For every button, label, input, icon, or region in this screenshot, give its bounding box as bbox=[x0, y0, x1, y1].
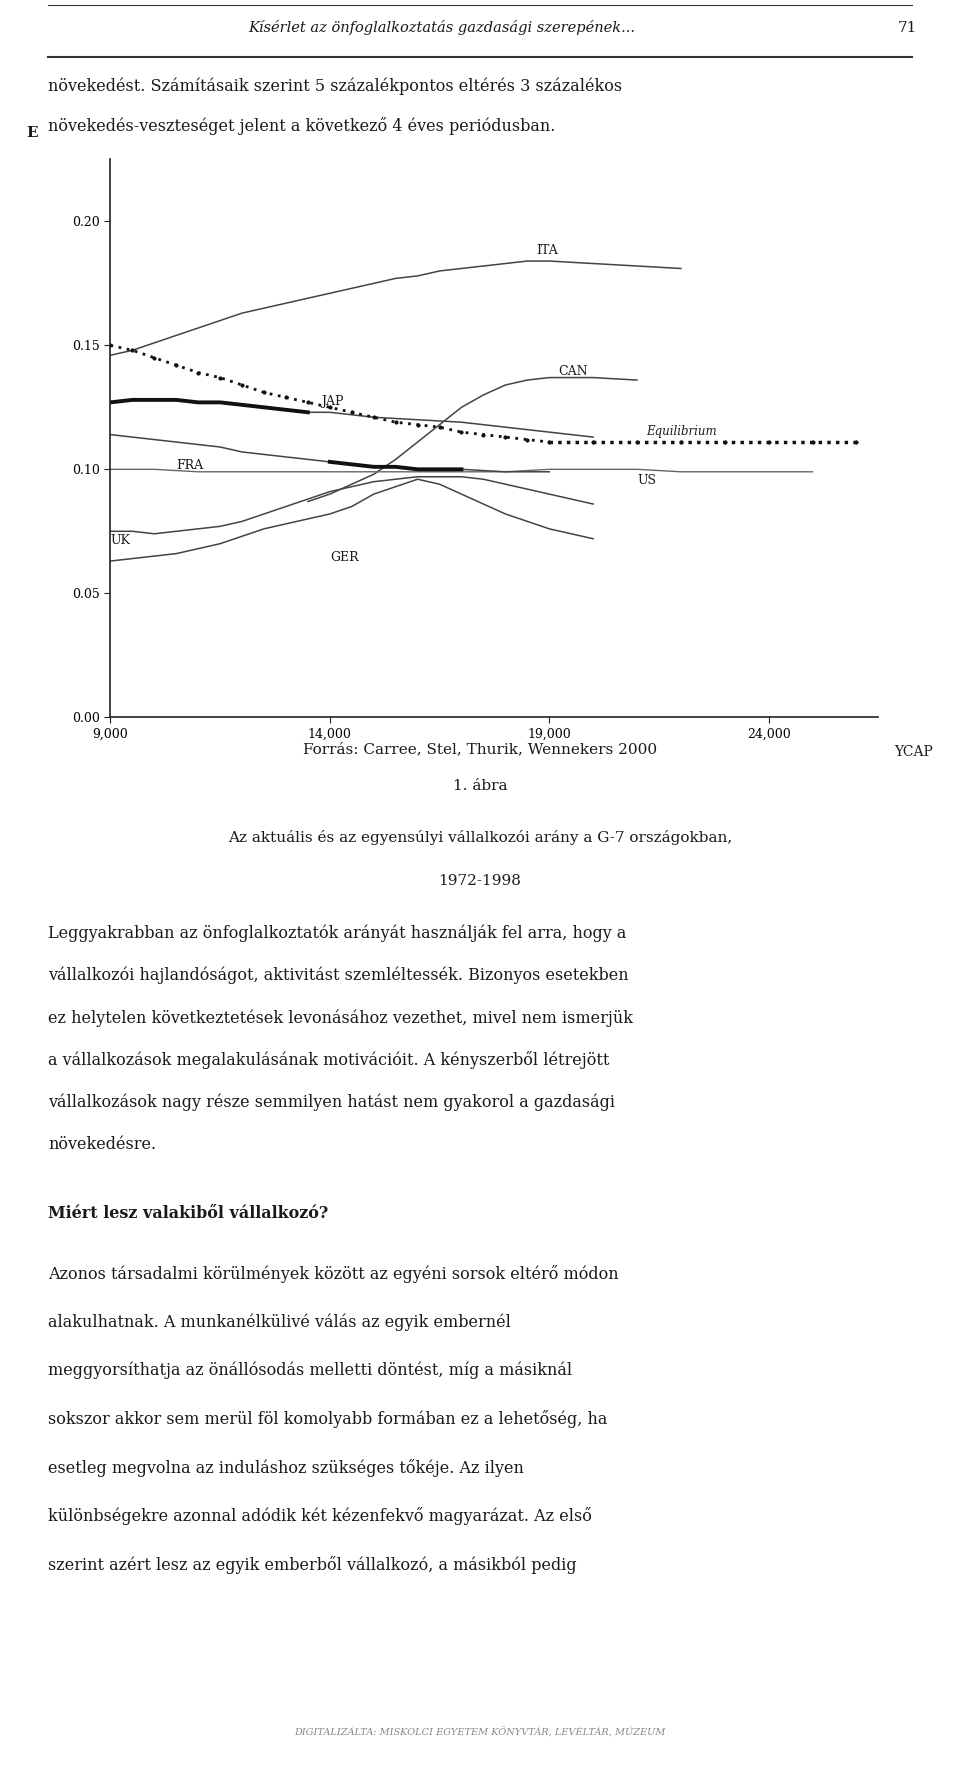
Text: sokszor akkor sem merül föl komolyabb formában ez a lehetőség, ha: sokszor akkor sem merül föl komolyabb fo… bbox=[48, 1410, 608, 1427]
Text: ITA: ITA bbox=[536, 244, 558, 257]
Text: Leggyakrabban az önfoglalkoztatók arányát használják fel arra, hogy a: Leggyakrabban az önfoglalkoztatók arányá… bbox=[48, 924, 626, 942]
Text: YCAP: YCAP bbox=[894, 746, 932, 760]
Text: DIGITALIZÁLTA: MISKOLCI EGYETEM KÖNYVTÁR, LEVÉLTÁR, MÚZEUM: DIGITALIZÁLTA: MISKOLCI EGYETEM KÖNYVTÁR… bbox=[295, 1727, 665, 1736]
Text: 71: 71 bbox=[898, 21, 917, 35]
Text: CAN: CAN bbox=[558, 365, 588, 377]
Text: szerint azért lesz az egyik emberből vállalkozó, a másikból pedig: szerint azért lesz az egyik emberből vál… bbox=[48, 1555, 577, 1574]
Text: különbségekre azonnal adódik két kézenfekvő magyarázat. Az első: különbségekre azonnal adódik két kézenfe… bbox=[48, 1507, 592, 1525]
Text: ez helytelen következtetések levonásához vezethet, mivel nem ismerjük: ez helytelen következtetések levonásához… bbox=[48, 1009, 633, 1027]
Text: esetleg megvolna az induláshoz szükséges tőkéje. Az ilyen: esetleg megvolna az induláshoz szükséges… bbox=[48, 1459, 524, 1477]
Text: Miért lesz valakiből vállalkozó?: Miért lesz valakiből vállalkozó? bbox=[48, 1204, 328, 1222]
Text: vállalkozások nagy része semmilyen hatást nem gyakorol a gazdasági: vállalkozások nagy része semmilyen hatás… bbox=[48, 1094, 615, 1110]
Text: 1972-1998: 1972-1998 bbox=[439, 875, 521, 889]
Text: Azonos társadalmi körülmények között az egyéni sorsok eltérő módon: Azonos társadalmi körülmények között az … bbox=[48, 1264, 618, 1282]
Text: alakulhatnak. A munkanélkülivé válás az egyik embernél: alakulhatnak. A munkanélkülivé válás az … bbox=[48, 1314, 511, 1330]
Text: GER: GER bbox=[330, 551, 358, 563]
Text: JAP: JAP bbox=[321, 395, 344, 407]
Text: Az aktuális és az egyensúlyi vállalkozói arány a G-7 országokban,: Az aktuális és az egyensúlyi vállalkozói… bbox=[228, 831, 732, 845]
Text: E: E bbox=[26, 126, 37, 140]
Text: US: US bbox=[637, 475, 656, 487]
Text: Kísérlet az önfoglalkoztatás gazdasági szerepének...: Kísérlet az önfoglalkoztatás gazdasági s… bbox=[248, 21, 636, 35]
Text: Equilibrium: Equilibrium bbox=[646, 425, 716, 437]
Text: FRA: FRA bbox=[177, 459, 204, 473]
Text: a vállalkozások megalakulásának motivációit. A kényszerből létrejött: a vállalkozások megalakulásának motiváci… bbox=[48, 1052, 610, 1070]
Text: vállalkozói hajlandóságot, aktivitást szemléltessék. Bizonyos esetekben: vállalkozói hajlandóságot, aktivitást sz… bbox=[48, 967, 629, 985]
Text: növekedés-veszteséget jelent a következő 4 éves periódusban.: növekedés-veszteséget jelent a következő… bbox=[48, 117, 556, 135]
Text: Forrás: Carree, Stel, Thurik, Wennekers 2000: Forrás: Carree, Stel, Thurik, Wennekers … bbox=[303, 742, 657, 756]
Text: növekedést. Számításaik szerint 5 százalékpontos eltérés 3 százalékos: növekedést. Számításaik szerint 5 százal… bbox=[48, 78, 622, 96]
Text: 1. ábra: 1. ábra bbox=[453, 779, 507, 793]
Text: UK: UK bbox=[110, 533, 131, 547]
Text: növekedésre.: növekedésre. bbox=[48, 1135, 156, 1153]
Text: meggyorsíthatja az önállósodás melletti döntést, míg a másiknál: meggyorsíthatja az önállósodás melletti … bbox=[48, 1362, 572, 1380]
